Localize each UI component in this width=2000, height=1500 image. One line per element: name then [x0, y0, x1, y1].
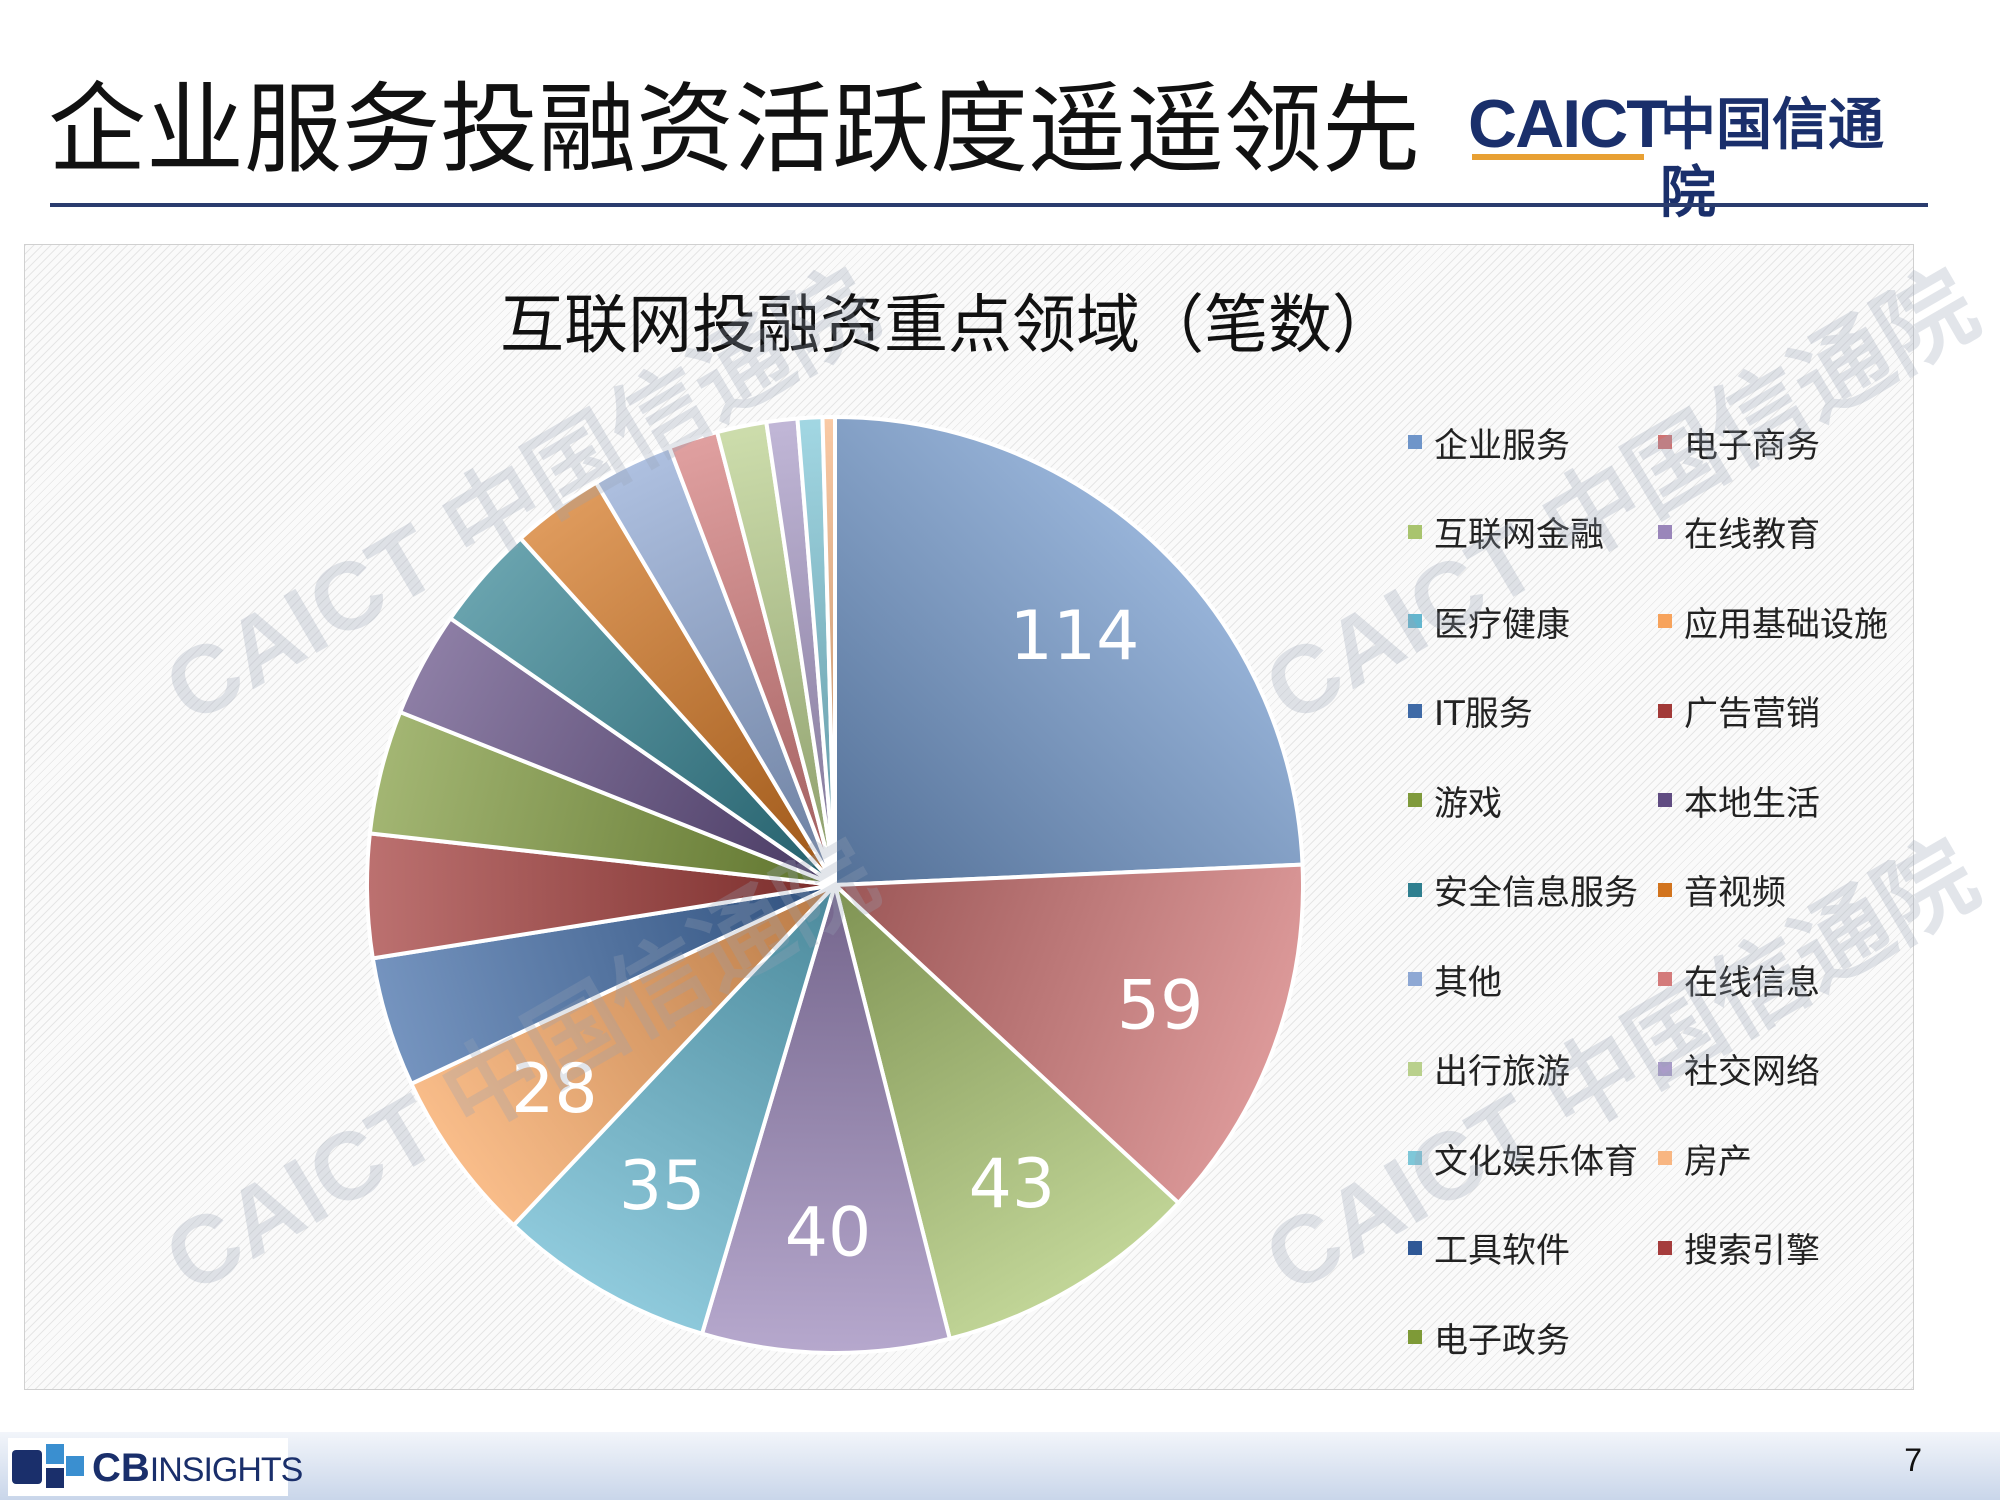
- legend-swatch: [1658, 435, 1672, 449]
- pie-slice-18: [820, 415, 837, 887]
- caict-logo: CAICT 中国信通院: [1468, 86, 1938, 226]
- legend-swatch: [1408, 1061, 1422, 1076]
- legend-item: 广告营销: [1658, 681, 1820, 741]
- page-number: 7: [1904, 1442, 1922, 1478]
- legend-swatch: [1408, 614, 1422, 628]
- legend-swatch: [1408, 882, 1422, 897]
- pie-slice-1: [833, 415, 1305, 887]
- legend-swatch: [1408, 1240, 1422, 1255]
- legend-label: 应用基础设施: [1684, 604, 1888, 645]
- chart-legend: 企业服务 电子商务互联网金融 在线教育医疗健康 应用基础设施 IT服务 广告营销游戏 本地生…: [1400, 400, 1900, 1380]
- legend-swatch: [1408, 972, 1422, 986]
- legend-swatch: [1658, 1061, 1672, 1076]
- legend-label: 其他: [1434, 962, 1502, 1003]
- pie-value-label: 59: [1117, 966, 1204, 1045]
- legend-label: 医疗健康: [1434, 604, 1570, 645]
- legend-item: 社交网络: [1658, 1039, 1820, 1099]
- legend-item: 房产: [1658, 1128, 1752, 1188]
- footer-bar: [0, 1432, 2000, 1500]
- legend-item: 应用基础设施: [1658, 591, 1888, 651]
- legend-item: 在线教育: [1658, 502, 1820, 562]
- legend-item: 音视频: [1658, 860, 1786, 920]
- legend-swatch: [1658, 524, 1672, 539]
- legend-label: 安全信息服务: [1434, 873, 1638, 913]
- legend-label: 文化娱乐体育: [1434, 1141, 1638, 1182]
- pie-value-label: 114: [1010, 597, 1140, 676]
- legend-label: 互联网金融: [1434, 515, 1604, 555]
- legend-item: IT服务: [1408, 681, 1533, 741]
- pie-value-label: 40: [785, 1193, 872, 1272]
- legend-label: 搜索引擎: [1684, 1231, 1820, 1271]
- legend-item: 文化娱乐体育: [1408, 1128, 1638, 1188]
- legend-item: 其他: [1408, 949, 1502, 1009]
- legend-label: 房产: [1684, 1141, 1752, 1182]
- caict-logo-underline: [1472, 154, 1644, 160]
- legend-label: 工具软件: [1434, 1231, 1570, 1271]
- legend-swatch: [1658, 614, 1672, 628]
- cb-insights-icon: [12, 1444, 84, 1488]
- cb-insights-logo: CBINSIGHTS: [8, 1438, 303, 1496]
- pie-slice-4: [700, 883, 952, 1355]
- slide-title: 企业服务投融资活跃度遥遥领先: [48, 73, 1421, 187]
- legend-swatch: [1658, 1240, 1672, 1255]
- legend-swatch: [1408, 793, 1422, 807]
- legend-label: 游戏: [1434, 783, 1502, 824]
- legend-item: 游戏: [1408, 770, 1502, 830]
- legend-label: IT服务: [1434, 694, 1533, 734]
- legend-swatch: [1408, 1330, 1422, 1344]
- legend-label: 本地生活: [1684, 783, 1820, 824]
- cb-insights-text: CBINSIGHTS: [92, 1446, 303, 1490]
- legend-item: 互联网金融: [1408, 502, 1604, 562]
- legend-swatch: [1658, 882, 1672, 897]
- legend-swatch: [1658, 703, 1672, 718]
- legend-label: 企业服务: [1434, 425, 1570, 466]
- legend-swatch: [1408, 703, 1422, 718]
- legend-swatch: [1658, 793, 1672, 807]
- pie-value-label: 35: [619, 1147, 706, 1226]
- pie-slice-6: [409, 883, 837, 1228]
- legend-label: 社交网络: [1684, 1052, 1820, 1092]
- legend-label: 在线教育: [1684, 515, 1820, 555]
- legend-swatch: [1408, 1151, 1422, 1165]
- legend-item: 电子商务: [1658, 412, 1820, 472]
- legend-label: 电子商务: [1684, 425, 1820, 466]
- legend-label: 电子政务: [1434, 1320, 1570, 1361]
- chart-title: 互联网投融资重点领域（笔数）: [500, 289, 1396, 363]
- legend-item: 搜索引擎: [1658, 1218, 1820, 1278]
- legend-swatch: [1658, 972, 1672, 986]
- pie-slice-5: [511, 883, 837, 1336]
- legend-item: 安全信息服务: [1408, 860, 1638, 920]
- legend-label: 在线信息: [1684, 962, 1820, 1003]
- caict-logo-chinese: 中国信通院: [1660, 93, 1884, 226]
- legend-label: 音视频: [1684, 873, 1786, 913]
- pie-slice-2: [833, 862, 1305, 1205]
- legend-swatch: [1408, 524, 1422, 539]
- pie-slice-3: [833, 883, 1181, 1341]
- caict-logo-text: CAICT: [1468, 86, 1668, 162]
- legend-item: 在线信息: [1658, 949, 1820, 1009]
- legend-item: 企业服务: [1408, 412, 1570, 472]
- legend-item: 医疗健康: [1408, 591, 1570, 651]
- title-divider: [50, 203, 1928, 207]
- legend-label: 广告营销: [1684, 694, 1820, 734]
- pie-value-label: 43: [969, 1145, 1056, 1224]
- legend-item: 本地生活: [1658, 770, 1820, 830]
- pie-value-label: 28: [511, 1050, 598, 1129]
- legend-item: 工具软件: [1408, 1218, 1570, 1278]
- legend-label: 出行旅游: [1434, 1052, 1570, 1092]
- legend-swatch: [1408, 435, 1422, 449]
- legend-item: 出行旅游: [1408, 1039, 1570, 1099]
- legend-swatch: [1658, 1151, 1672, 1165]
- legend-item: 电子政务: [1408, 1307, 1570, 1367]
